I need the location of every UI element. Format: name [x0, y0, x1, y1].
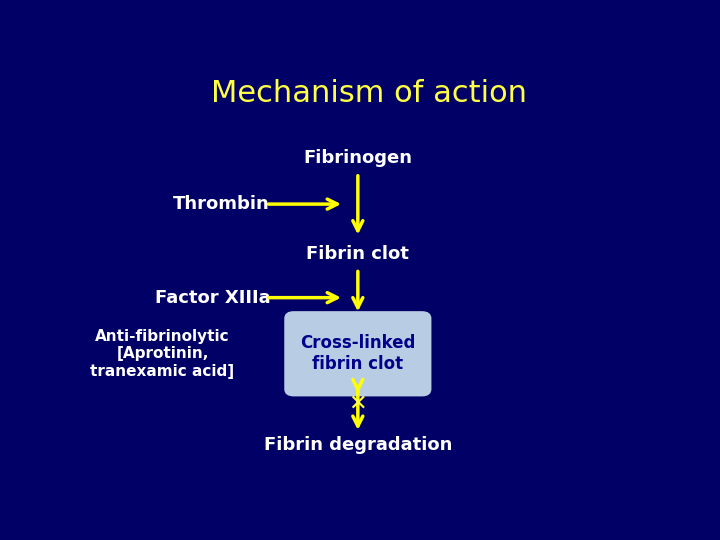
Text: Fibrin clot: Fibrin clot [307, 245, 409, 263]
FancyBboxPatch shape [285, 312, 431, 395]
Text: Mechanism of action: Mechanism of action [211, 79, 527, 109]
Text: ✕: ✕ [348, 394, 367, 414]
Text: Anti-fibrinolytic
[Aprotinin,
tranexamic acid]: Anti-fibrinolytic [Aprotinin, tranexamic… [91, 329, 235, 379]
Text: Factor XIIIa: Factor XIIIa [155, 289, 271, 307]
Text: Cross-linked
fibrin clot: Cross-linked fibrin clot [300, 334, 415, 373]
Text: Fibrin degradation: Fibrin degradation [264, 436, 452, 454]
Text: Fibrinogen: Fibrinogen [303, 150, 413, 167]
Text: Thrombin: Thrombin [173, 195, 269, 213]
